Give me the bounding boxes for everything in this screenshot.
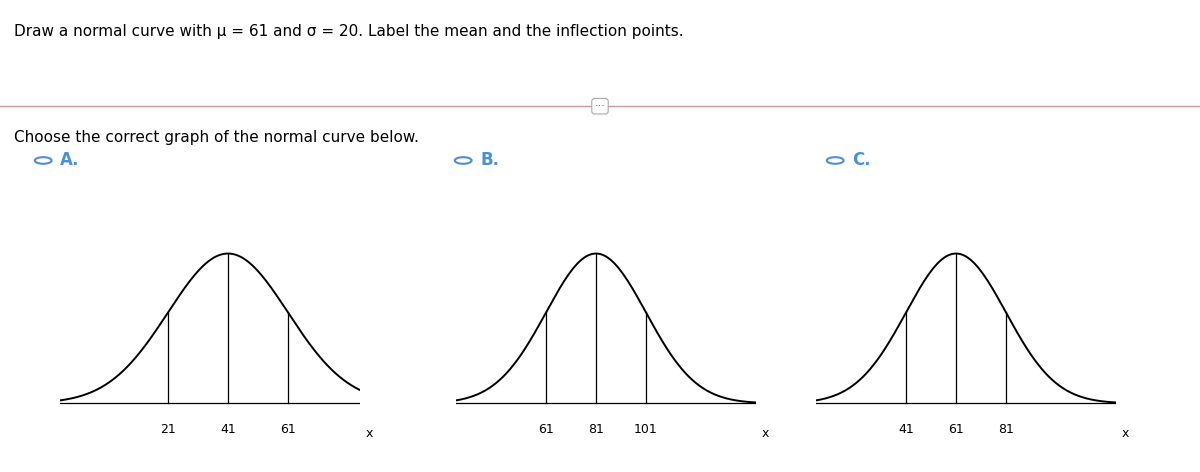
Text: C.: C. <box>852 152 871 169</box>
Text: Draw a normal curve with μ = 61 and σ = 20. Label the mean and the inflection po: Draw a normal curve with μ = 61 and σ = … <box>14 24 684 39</box>
Text: B.: B. <box>480 152 499 169</box>
Text: x: x <box>1122 427 1129 440</box>
Text: Choose the correct graph of the normal curve below.: Choose the correct graph of the normal c… <box>14 130 419 145</box>
Text: x: x <box>762 427 769 440</box>
Text: ···: ··· <box>594 101 606 111</box>
Text: A.: A. <box>60 152 79 169</box>
Text: x: x <box>366 427 373 440</box>
